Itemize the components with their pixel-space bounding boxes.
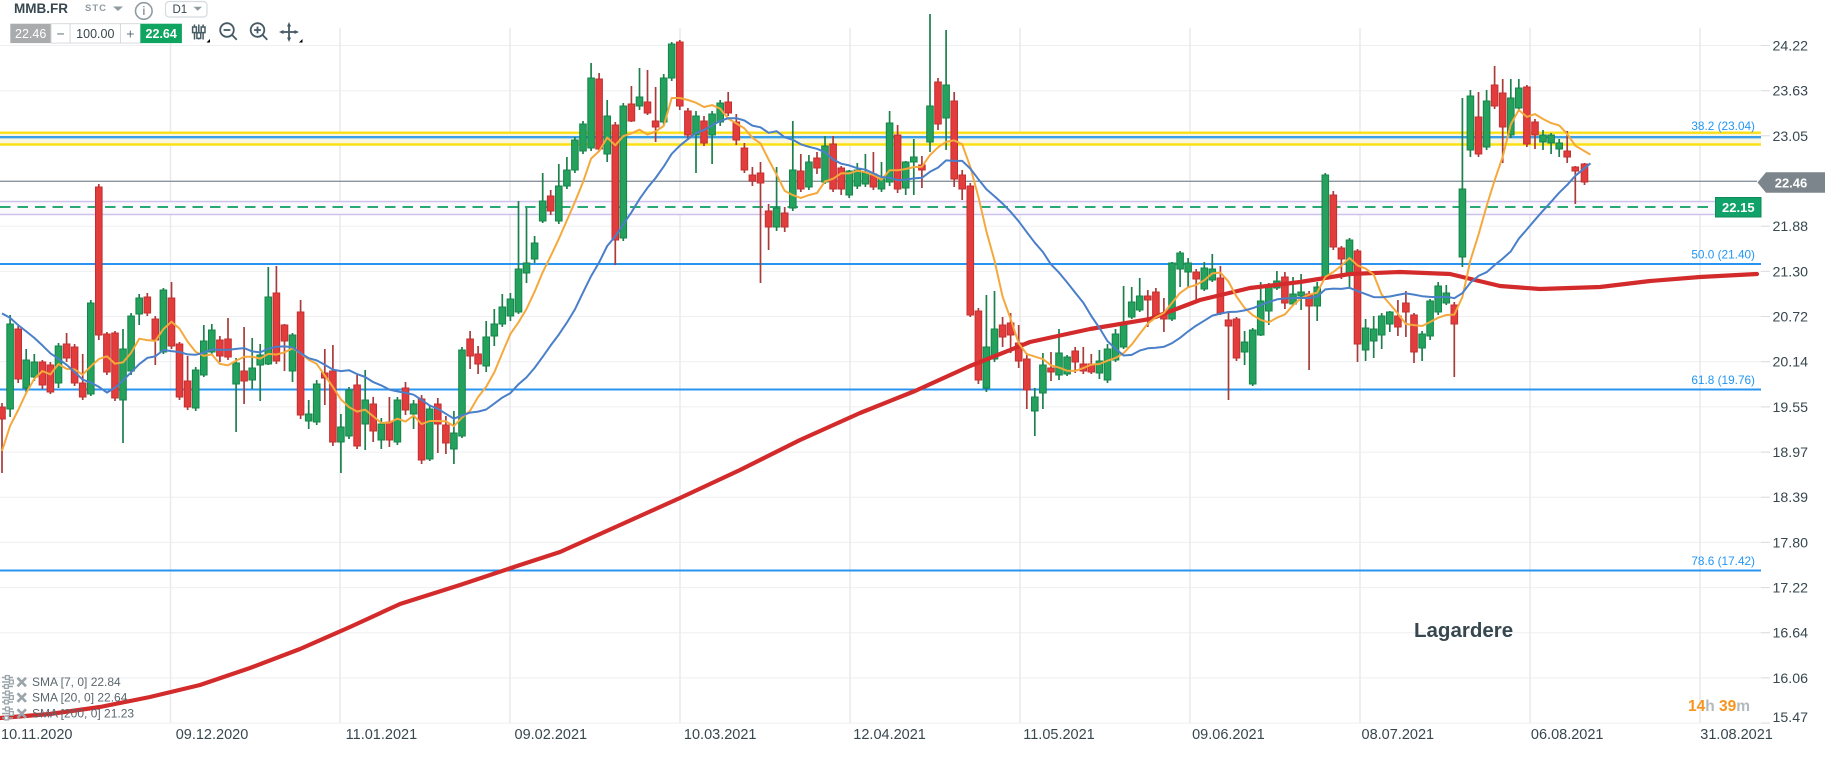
svg-text:SMA [7, 0] 22.84: SMA [7, 0] 22.84 [32, 675, 121, 689]
svg-text:17.22: 17.22 [1773, 581, 1809, 597]
svg-text:17.80: 17.80 [1773, 535, 1809, 551]
svg-text:22.46: 22.46 [15, 27, 46, 41]
svg-text:12.04.2021: 12.04.2021 [853, 727, 926, 743]
svg-text:08.07.2021: 08.07.2021 [1362, 727, 1435, 743]
svg-text:20.14: 20.14 [1773, 355, 1809, 371]
svg-text:STC: STC [85, 3, 107, 14]
svg-text:15.47: 15.47 [1773, 710, 1809, 726]
svg-text:+: + [126, 25, 134, 41]
svg-text:10.11.2020: 10.11.2020 [1, 727, 73, 743]
svg-text:MMB.FR: MMB.FR [14, 1, 68, 16]
svg-text:SMA [200, 0] 21.23: SMA [200, 0] 21.23 [32, 707, 134, 721]
svg-text:09.12.2020: 09.12.2020 [176, 727, 249, 743]
svg-text:78.6 (17.42): 78.6 (17.42) [1691, 554, 1755, 568]
svg-text:SMA [20, 0] 22.64: SMA [20, 0] 22.64 [32, 691, 128, 705]
svg-text:22.64: 22.64 [146, 27, 177, 41]
svg-text:23.05: 23.05 [1773, 129, 1809, 145]
svg-text:22.15: 22.15 [1722, 200, 1755, 215]
svg-text:09.06.2021: 09.06.2021 [1192, 727, 1265, 743]
svg-text:21.88: 21.88 [1773, 219, 1809, 235]
svg-text:50.0 (21.40): 50.0 (21.40) [1691, 248, 1755, 262]
svg-text:−: − [57, 26, 65, 42]
svg-text:22.46: 22.46 [1775, 175, 1808, 190]
svg-text:19.55: 19.55 [1773, 400, 1809, 416]
svg-text:09.02.2021: 09.02.2021 [515, 727, 588, 743]
svg-text:06.08.2021: 06.08.2021 [1531, 727, 1604, 743]
svg-text:18.97: 18.97 [1773, 445, 1809, 461]
svg-text:16.06: 16.06 [1773, 671, 1809, 687]
svg-text:20.72: 20.72 [1773, 310, 1809, 326]
svg-text:i: i [142, 6, 145, 18]
svg-text:11.01.2021: 11.01.2021 [346, 727, 418, 743]
svg-text:D1: D1 [173, 4, 188, 16]
svg-text:Lagardere: Lagardere [1414, 619, 1513, 642]
svg-text:23.63: 23.63 [1773, 84, 1809, 100]
svg-text:38.2 (23.04): 38.2 (23.04) [1691, 119, 1755, 133]
svg-text:100.00: 100.00 [76, 27, 114, 41]
svg-text:24.22: 24.22 [1773, 39, 1809, 55]
svg-text:18.39: 18.39 [1773, 490, 1809, 506]
svg-text:14h 39m: 14h 39m [1688, 698, 1750, 715]
svg-text:16.64: 16.64 [1773, 626, 1809, 642]
svg-text:61.8 (19.76): 61.8 (19.76) [1691, 373, 1755, 387]
svg-text:10.03.2021: 10.03.2021 [684, 727, 757, 743]
svg-text:21.30: 21.30 [1773, 264, 1809, 280]
svg-text:11.05.2021: 11.05.2021 [1023, 727, 1095, 743]
svg-text:31.08.2021: 31.08.2021 [1700, 727, 1773, 743]
